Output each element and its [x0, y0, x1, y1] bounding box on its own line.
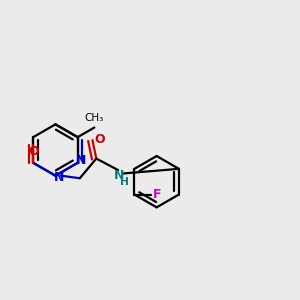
Text: H: H	[121, 177, 129, 187]
Text: O: O	[28, 145, 38, 158]
Text: O: O	[94, 133, 104, 146]
Text: CH₃: CH₃	[85, 113, 104, 123]
Text: F: F	[153, 188, 161, 201]
Text: N: N	[114, 169, 125, 182]
Text: N: N	[54, 170, 64, 184]
Text: N: N	[76, 154, 86, 166]
